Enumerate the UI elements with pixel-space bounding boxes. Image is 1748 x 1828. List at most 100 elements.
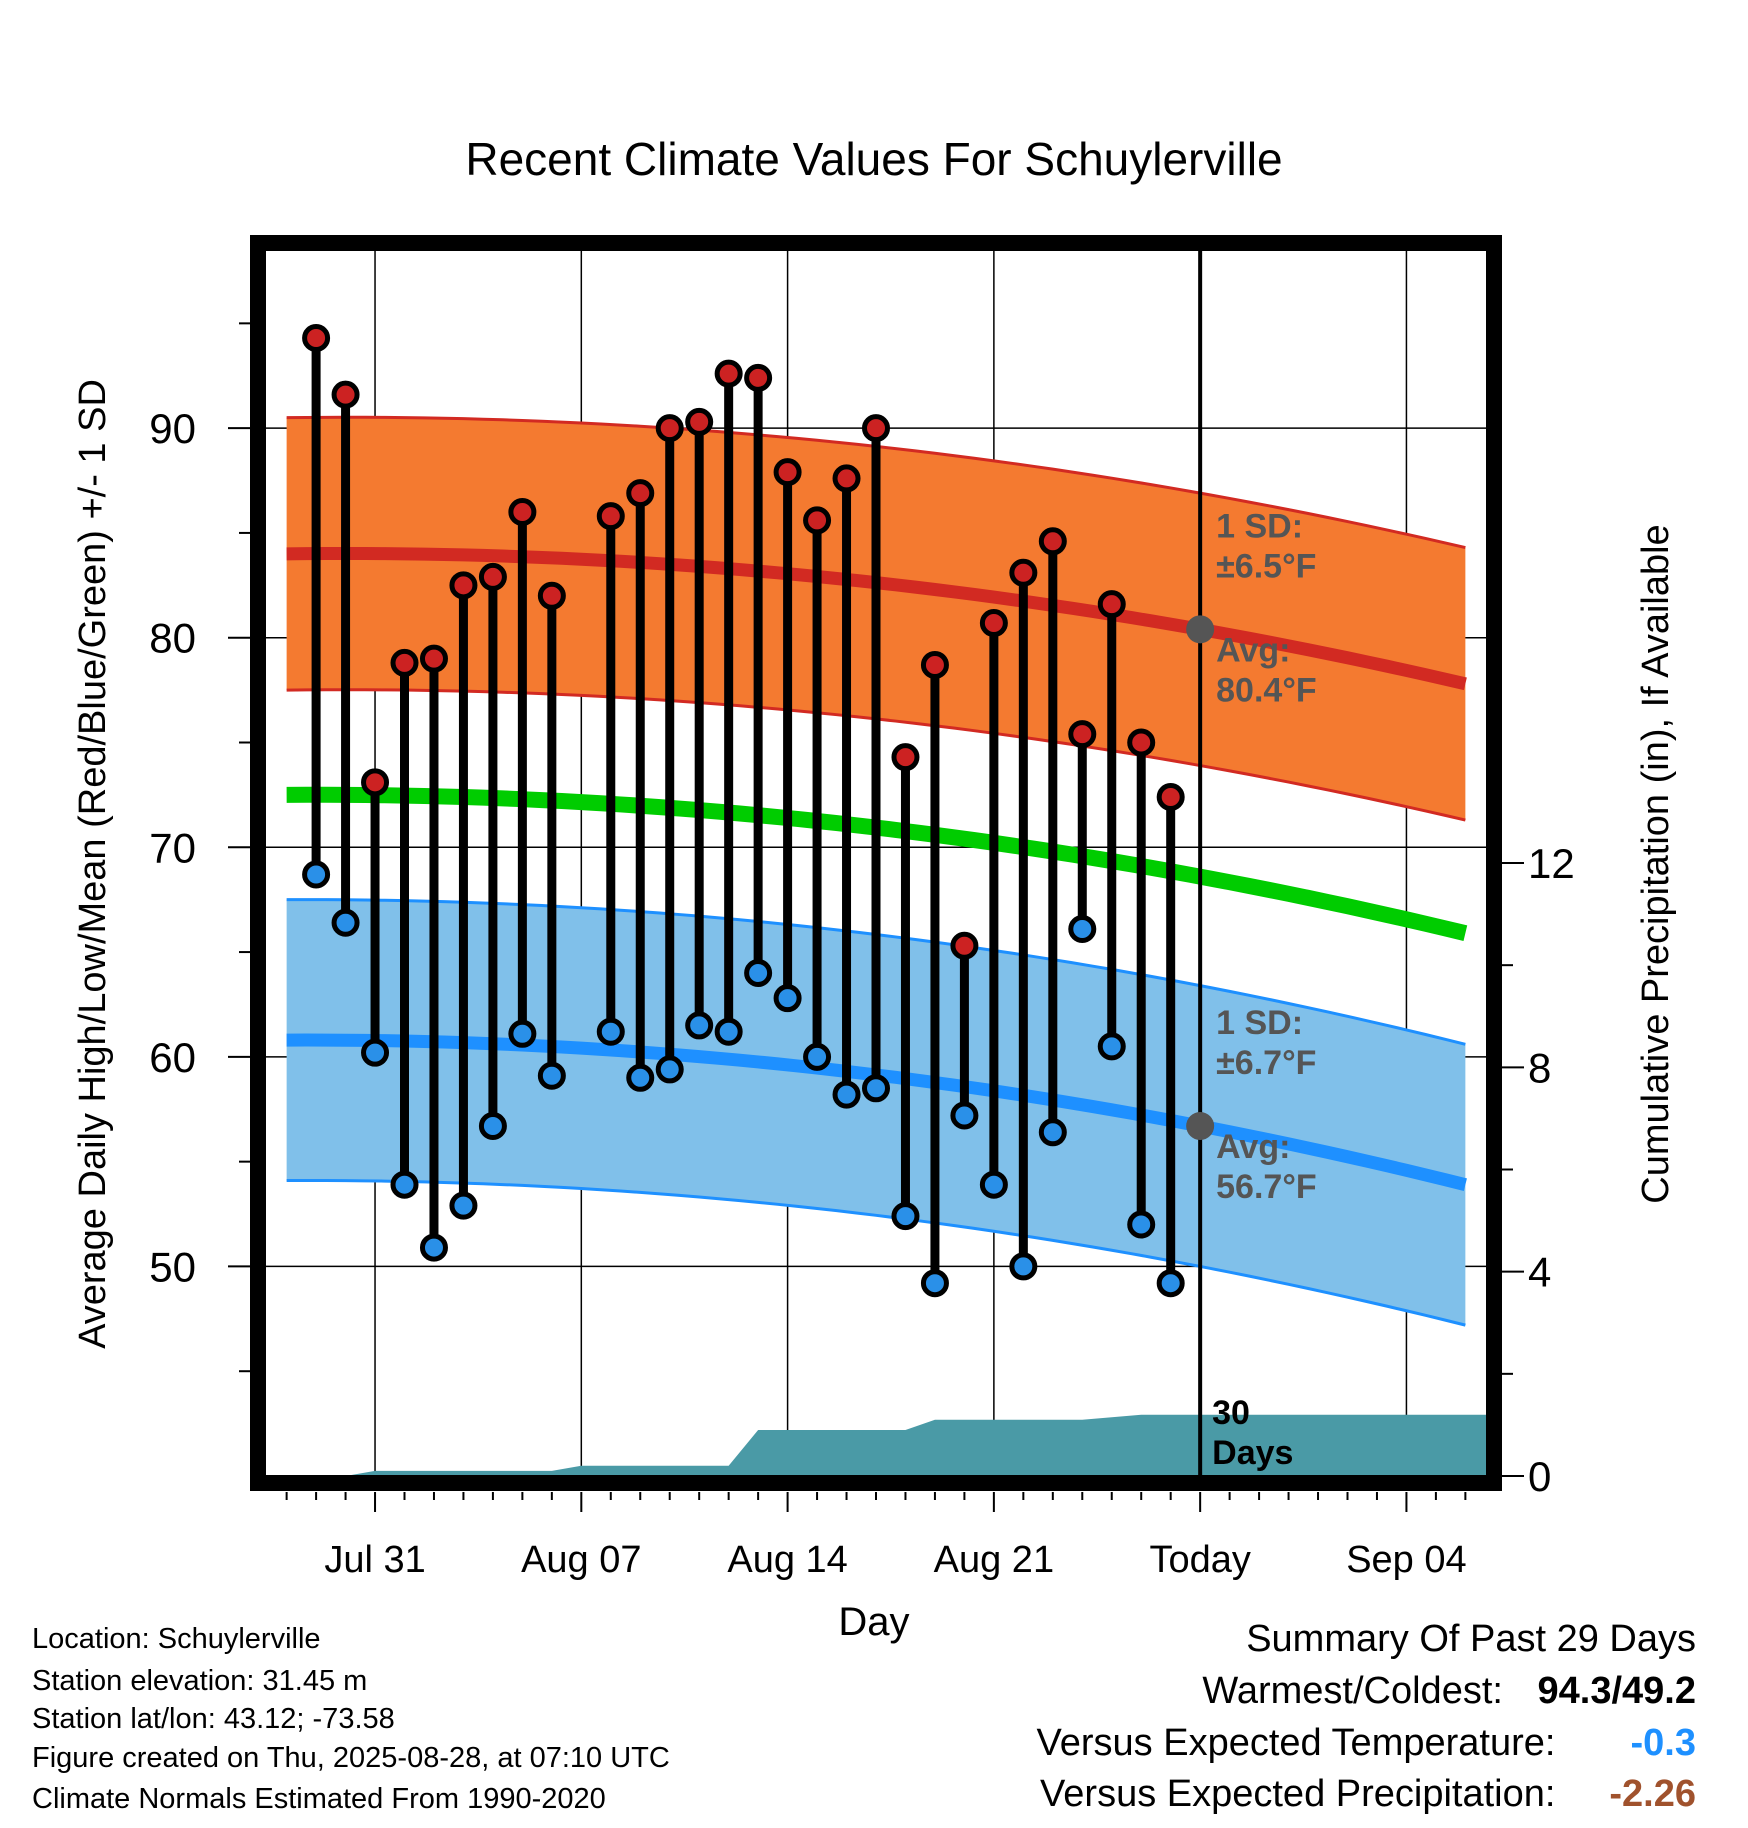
obs-low-dot [508, 1019, 537, 1048]
obs-high-dot [1127, 728, 1156, 757]
obs-high-dot [891, 743, 920, 772]
obs-high-dot [744, 363, 773, 392]
y2-tick-label: 8 [1528, 1044, 1551, 1091]
x-tick-label: Aug 21 [934, 1539, 1054, 1581]
obs-high-dot [1156, 782, 1185, 811]
obs-high-dot [478, 562, 507, 591]
summary-precip-value: -2.26 [1609, 1773, 1696, 1815]
obs-high-dot [302, 324, 331, 353]
y2-tick-label: 4 [1528, 1249, 1551, 1296]
annotation-days-line1: 30 [1212, 1394, 1250, 1432]
annotation-high-sd-line1: 1 SD: [1216, 507, 1303, 545]
obs-high-dot [508, 497, 537, 526]
summary-temp-value: -0.3 [1630, 1722, 1696, 1764]
today-low-avg-dot [1186, 1112, 1215, 1141]
obs-high-dot [714, 359, 743, 388]
obs-low-dot [714, 1017, 743, 1046]
obs-low-dot [1127, 1210, 1156, 1239]
obs-low-dot [920, 1269, 949, 1298]
x-tick-label: Today [1149, 1539, 1250, 1581]
obs-low-dot [1068, 915, 1097, 944]
obs-low-dot [979, 1170, 1008, 1199]
x-tick-label: Sep 04 [1346, 1539, 1466, 1581]
today-high-avg-dot [1186, 615, 1215, 644]
obs-low-dot [950, 1101, 979, 1130]
obs-high-dot [1009, 558, 1038, 587]
obs-low-dot [596, 1017, 625, 1046]
obs-low-dot [803, 1042, 832, 1071]
y-tick-label: 60 [149, 1034, 196, 1081]
obs-high-dot [685, 407, 714, 436]
y2-tick-label: 12 [1528, 840, 1575, 887]
y-tick-label: 70 [149, 824, 196, 871]
chart-title: Recent Climate Values For Schuylerville [465, 133, 1282, 185]
plot-frame [250, 235, 1502, 1491]
obs-high-dot [390, 648, 419, 677]
x-tick-label: Jul 31 [324, 1539, 425, 1581]
obs-low-dot [390, 1170, 419, 1199]
summary-temp-row: Versus Expected Temperature: -0.3 [1037, 1722, 1696, 1765]
info-elevation: Station elevation: 31.45 m [32, 1665, 368, 1697]
obs-low-dot [1156, 1269, 1185, 1298]
obs-low-dot [478, 1112, 507, 1141]
obs-low-dot [361, 1038, 390, 1067]
info-latlon: Station lat/lon: 43.12; -73.58 [32, 1703, 395, 1735]
summary-temp-label: Versus Expected Temperature: [1036, 1722, 1556, 1764]
annotation-low-avg-line2: 56.7°F [1216, 1168, 1317, 1206]
obs-low-dot [419, 1233, 448, 1262]
obs-high-dot [419, 644, 448, 673]
obs-low-dot [744, 959, 773, 988]
annotation-days-line2: Days [1212, 1434, 1293, 1472]
obs-high-dot [950, 931, 979, 960]
summary-warm-row: Warmest/Coldest: 94.3/49.2 [1202, 1670, 1696, 1713]
annotation-high-avg-line1: Avg: [1216, 631, 1290, 669]
obs-low-dot [832, 1080, 861, 1109]
annotation-high-sd-line2: ±6.5°F [1216, 547, 1316, 585]
obs-low-dot [449, 1191, 478, 1220]
obs-low-dot [1097, 1032, 1126, 1061]
x-axis-label: Day [838, 1600, 909, 1644]
summary-precip-label: Versus Expected Precipitation: [1040, 1773, 1556, 1815]
obs-low-dot [537, 1061, 566, 1090]
obs-low-dot [891, 1202, 920, 1231]
obs-low-dot [685, 1011, 714, 1040]
x-tick-label: Aug 07 [521, 1539, 641, 1581]
obs-low-dot [1009, 1252, 1038, 1281]
precip-area [345, 1414, 1486, 1476]
obs-high-dot [361, 768, 390, 797]
summary-warm-label: Warmest/Coldest: [1202, 1670, 1503, 1712]
annotation-high-avg-line2: 80.4°F [1216, 671, 1317, 709]
info-location: Location: Schuylerville [32, 1623, 321, 1655]
y2-tick-label: 0 [1528, 1453, 1551, 1500]
obs-high-dot [803, 506, 832, 535]
obs-low-dot [862, 1074, 890, 1103]
obs-high-dot [1068, 720, 1097, 749]
summary-title: Summary Of Past 29 Days [1246, 1618, 1696, 1660]
obs-high-dot [773, 458, 802, 487]
obs-high-dot [655, 414, 684, 443]
x-tick-label: Aug 14 [727, 1539, 847, 1581]
annotation-low-avg-line1: Avg: [1216, 1128, 1290, 1166]
obs-low-dot [1038, 1118, 1067, 1147]
obs-low-dot [302, 860, 331, 889]
obs-high-dot [596, 502, 625, 531]
obs-low-dot [773, 984, 802, 1013]
obs-high-dot [920, 650, 949, 679]
info-normals: Climate Normals Estimated From 1990-2020 [32, 1783, 606, 1815]
obs-high-dot [1097, 590, 1126, 619]
obs-low-dot [655, 1055, 684, 1084]
obs-high-dot [537, 581, 566, 610]
annotation-low-sd-line1: 1 SD: [1216, 1004, 1303, 1042]
low-sd-band-lower-edge [286, 1178, 1466, 1327]
obs-high-dot [979, 609, 1008, 638]
obs-high-dot [1038, 527, 1067, 556]
obs-low-dot [626, 1063, 655, 1092]
obs-high-dot [832, 464, 861, 493]
y-axis-label: Average Daily High/Low/Mean (Red/Blue/Gr… [72, 379, 114, 1349]
y2-axis-label: Cumulative Precipitation (in), If Availa… [1635, 524, 1677, 1203]
summary-precip-row: Versus Expected Precipitation: -2.26 [1040, 1773, 1696, 1816]
obs-high-dot [626, 479, 655, 508]
y-tick-label: 50 [149, 1243, 196, 1290]
summary-warm-value: 94.3/49.2 [1537, 1670, 1696, 1712]
